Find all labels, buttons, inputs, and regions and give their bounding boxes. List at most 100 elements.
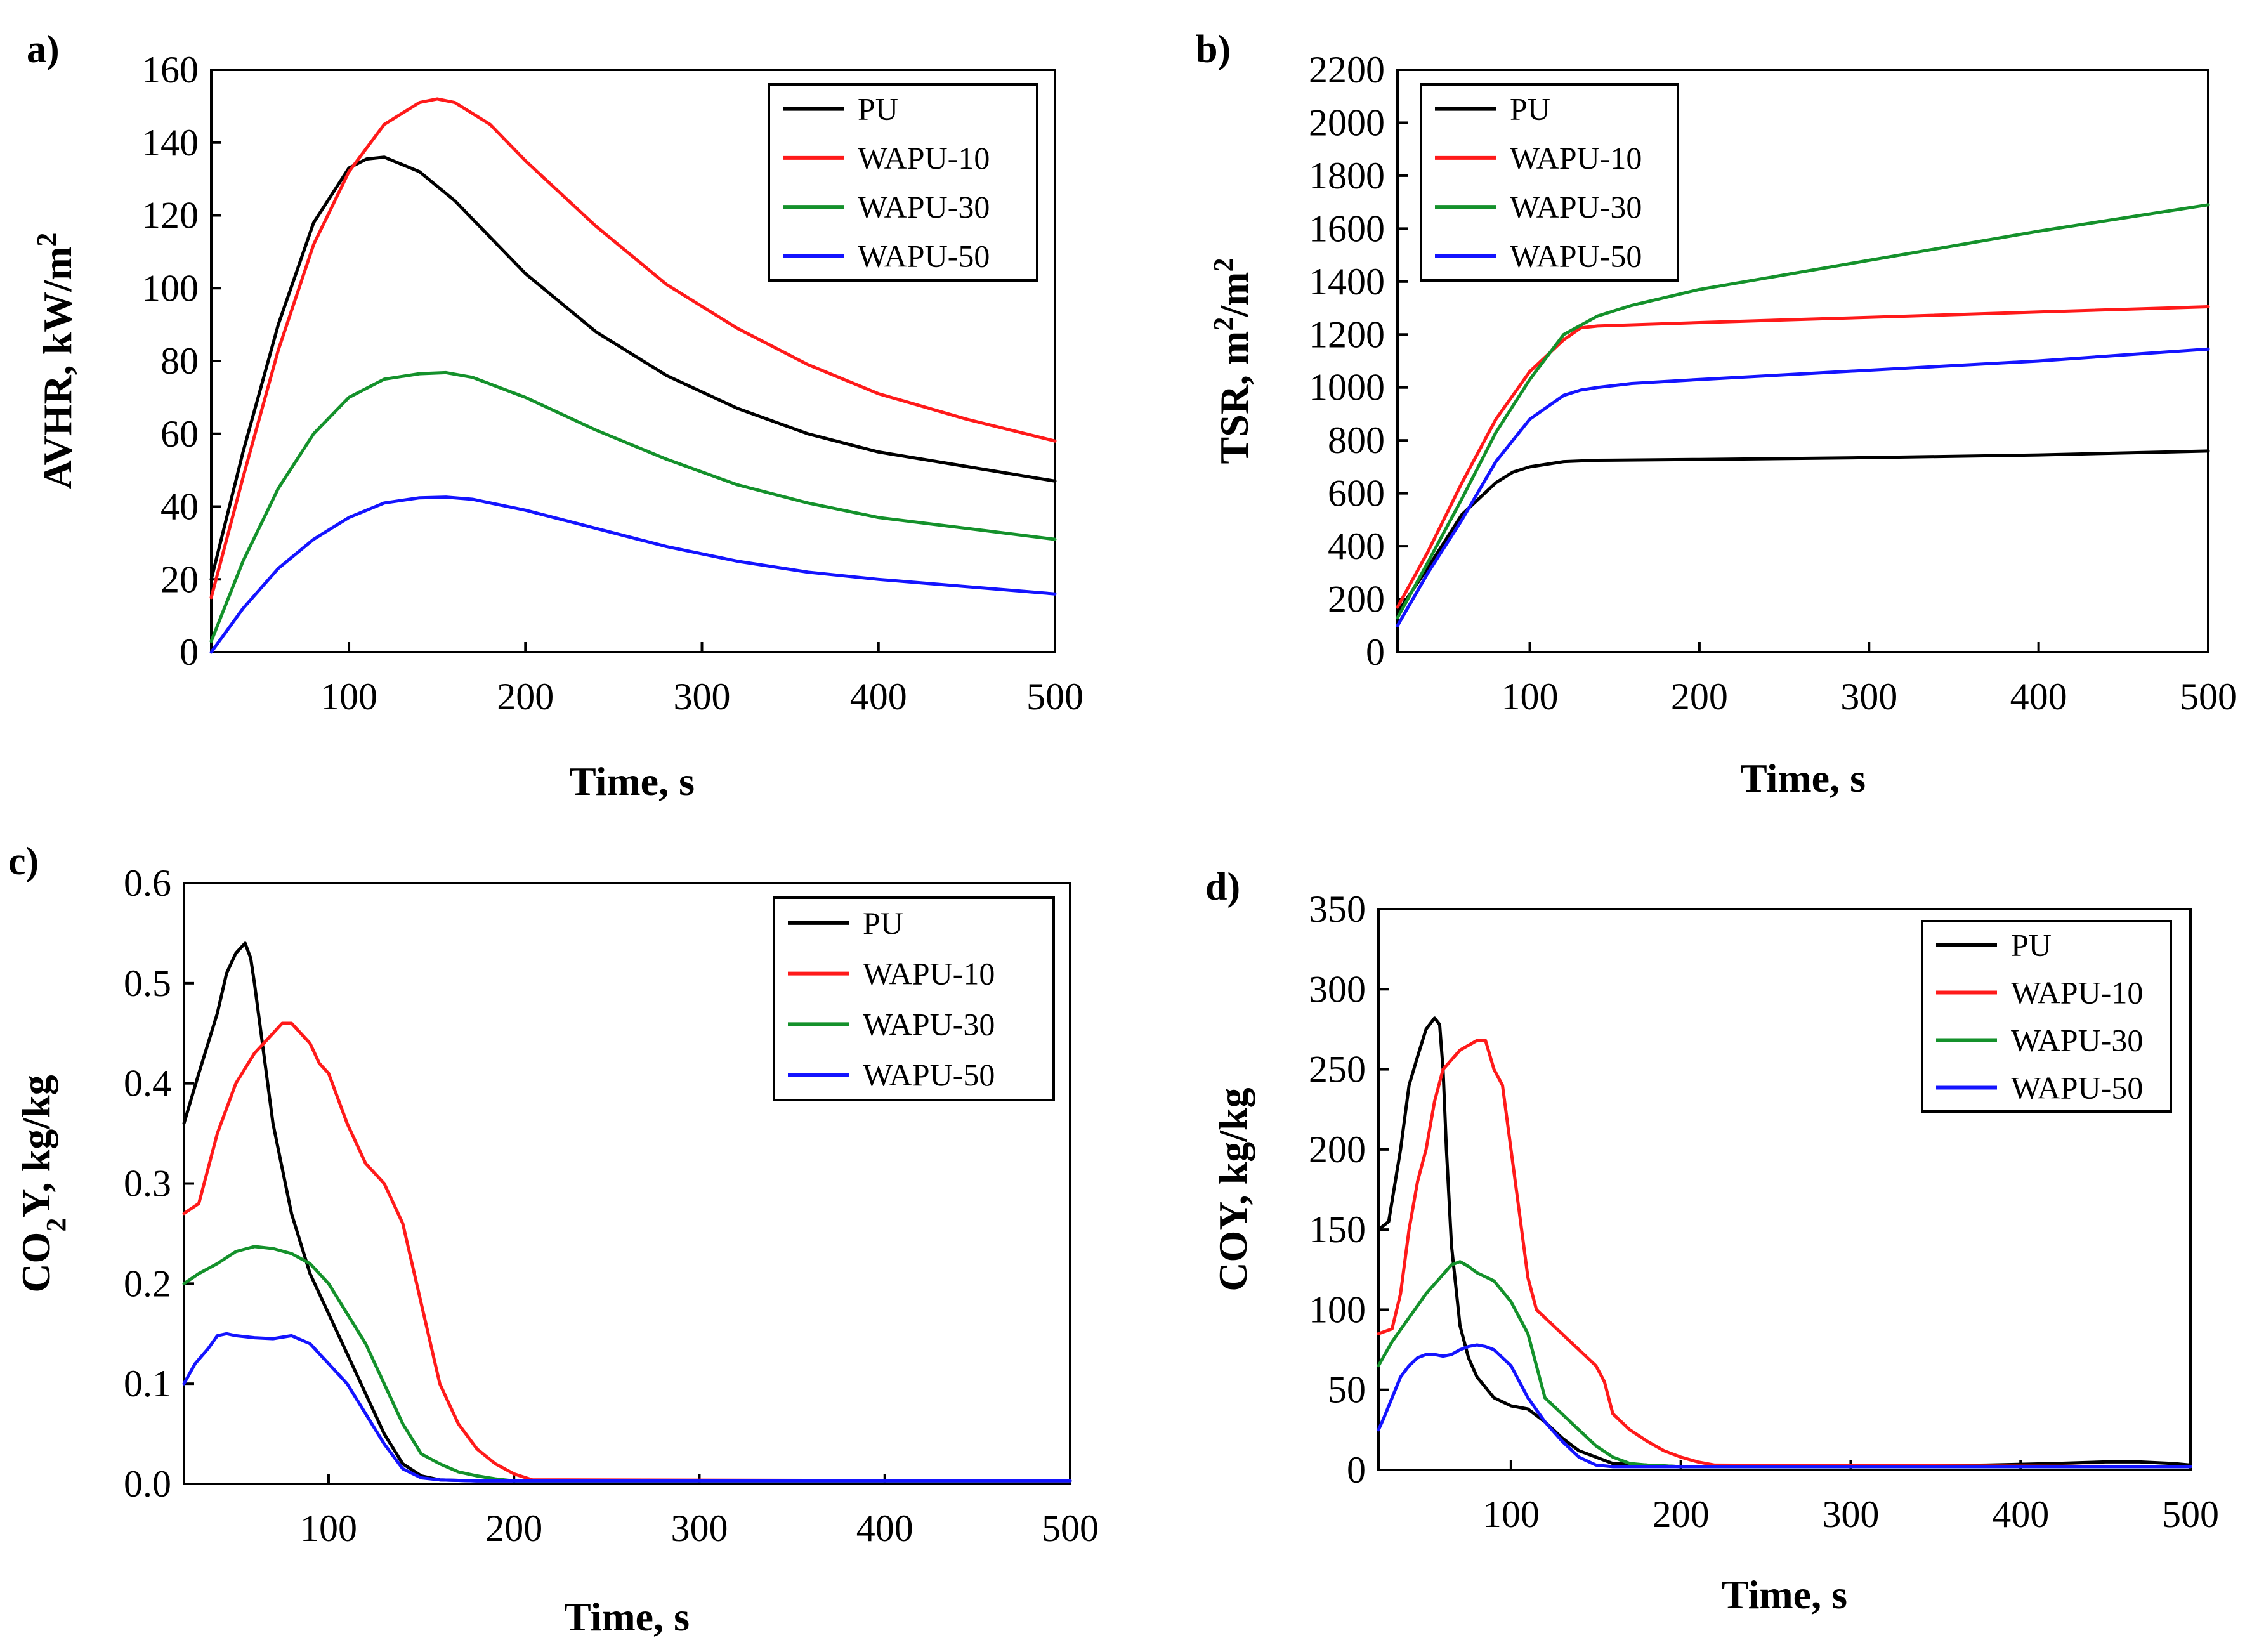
y-tick-label: 1000 <box>1309 367 1385 409</box>
y-tick-label: 800 <box>1328 419 1385 461</box>
y-tick-label: 40 <box>160 486 199 528</box>
y-tick-label: 300 <box>1309 968 1366 1010</box>
series-line-wapu-10 <box>1377 1039 2192 1469</box>
y-tick-label: 350 <box>1309 888 1366 930</box>
y-axis-title: AVHR, kW/m2 <box>31 233 81 490</box>
x-tick-label: 400 <box>856 1507 913 1549</box>
x-tick-label: 300 <box>674 676 731 718</box>
legend-label-pu: PU <box>863 905 903 941</box>
series-line-wapu-50 <box>209 495 1057 654</box>
series-line-wapu-50 <box>182 1332 1072 1483</box>
x-tick-label: 100 <box>300 1507 357 1549</box>
legend-label-wapu-30: WAPU-30 <box>863 1006 995 1042</box>
series-line-wapu-10 <box>209 97 1057 600</box>
x-axis-title: Time, s <box>1722 1572 1847 1617</box>
y-tick-label: 200 <box>1328 579 1385 620</box>
y-tick-label: 100 <box>1309 1288 1366 1330</box>
x-axis-title: Time, s <box>1740 756 1866 801</box>
legend-label-wapu-30: WAPU-30 <box>858 189 990 225</box>
legend-box <box>773 896 1055 1101</box>
y-axis-title-part: CO <box>13 1232 58 1293</box>
legend: PU WAPU-10 WAPU-30 WAPU-50 <box>1420 83 1679 282</box>
legend-label-pu: PU <box>858 91 898 127</box>
x-tick-label: 500 <box>1042 1507 1099 1549</box>
y-tick-label: 0.0 <box>124 1463 171 1505</box>
x-tick-label: 500 <box>2162 1493 2219 1535</box>
x-tick-label: 500 <box>1026 676 1083 718</box>
legend-box <box>768 83 1038 282</box>
y-axis-title-subscript: 2 <box>41 1218 72 1232</box>
legend-box <box>1921 920 2172 1113</box>
legend: PU WAPU-10 WAPU-30 WAPU-50 <box>768 83 1038 282</box>
plot-frame <box>1377 908 2192 1471</box>
legend-box <box>1420 83 1679 282</box>
x-tick-label: 100 <box>320 676 377 718</box>
x-tick-label: 400 <box>1992 1493 2049 1535</box>
legend-label-wapu-30: WAPU-30 <box>1510 189 1642 225</box>
panel-label: d) <box>1205 865 1240 908</box>
y-tick-label: 0.5 <box>124 962 171 1004</box>
y-axis-title: COY, kg/kg <box>1210 1087 1255 1291</box>
series-line-wapu-10 <box>182 1021 1072 1483</box>
panel-label: a) <box>27 28 60 71</box>
y-tick-label: 0.1 <box>124 1363 171 1405</box>
plot-frame <box>1396 69 2209 653</box>
x-tick-label: 200 <box>485 1507 542 1549</box>
series-line-wapu-30 <box>182 1245 1072 1483</box>
x-tick-label: 200 <box>1671 676 1728 718</box>
y-tick-label: 20 <box>160 558 199 600</box>
series-line-wapu-30 <box>209 370 1057 643</box>
y-tick-label: 60 <box>160 413 199 455</box>
series-line-pu <box>209 155 1057 581</box>
y-tick-label: 1400 <box>1309 261 1385 303</box>
legend-label-wapu-10: WAPU-10 <box>858 140 990 176</box>
y-axis-title-part: TSR, m <box>1212 331 1257 464</box>
y-axis-title-superscript: 2 <box>1208 258 1239 272</box>
y-tick-label: 1800 <box>1309 155 1385 197</box>
x-axis-title: Time, s <box>564 1594 690 1639</box>
y-tick-label: 2200 <box>1309 49 1385 91</box>
y-axis-title-part: /m <box>1212 272 1257 318</box>
y-axis-title-part: AVHR, kW/m <box>35 247 80 490</box>
legend-label-wapu-50: WAPU-50 <box>1510 238 1642 273</box>
y-tick-label: 0 <box>1366 631 1385 673</box>
series-line-wapu-10 <box>1396 305 2210 609</box>
y-axis-title: CO2Y, kg/kg <box>13 1075 72 1292</box>
panel-label: b) <box>1196 28 1231 71</box>
legend-label-wapu-50: WAPU-50 <box>2011 1070 2143 1106</box>
y-tick-label: 120 <box>141 195 199 237</box>
y-axis-title: TSR, m2/m2 <box>1208 258 1257 464</box>
series-line-wapu-50 <box>1396 347 2210 627</box>
x-axis-title: Time, s <box>569 759 695 804</box>
y-tick-label: 80 <box>160 340 199 382</box>
legend-label-pu: PU <box>1510 91 1550 127</box>
series-line-pu <box>1396 449 2210 614</box>
y-tick-label: 600 <box>1328 473 1385 515</box>
y-axis-title-part: COY, kg/kg <box>1210 1087 1255 1291</box>
y-tick-label: 0.4 <box>124 1063 171 1105</box>
legend: PU WAPU-10 WAPU-30 WAPU-50 <box>1921 920 2172 1113</box>
x-tick-label: 100 <box>1502 676 1559 718</box>
x-tick-label: 500 <box>2180 676 2237 718</box>
y-tick-label: 0.2 <box>124 1262 171 1304</box>
legend-label-wapu-50: WAPU-50 <box>858 238 990 273</box>
y-tick-label: 150 <box>1309 1209 1366 1250</box>
chart-panel-b: b) 0 200 400 600 800 1000 1200 1400 1600 1800 2000 2… <box>1196 28 2237 801</box>
y-tick-label: 160 <box>141 49 199 91</box>
y-tick-label: 0 <box>1347 1449 1366 1491</box>
series-line-wapu-50 <box>1377 1343 2192 1469</box>
y-axis-title-part: Y, kg/kg <box>13 1075 58 1217</box>
y-tick-label: 1200 <box>1309 313 1385 355</box>
y-tick-label: 140 <box>141 122 199 164</box>
x-tick-label: 400 <box>850 676 907 718</box>
legend-label-pu: PU <box>2011 928 2052 963</box>
legend-label-wapu-10: WAPU-10 <box>863 956 995 992</box>
y-tick-label: 0.6 <box>124 862 171 904</box>
y-tick-label: 250 <box>1309 1049 1366 1091</box>
chart-panel-a: a) 0 20 40 60 80 100 120 140 160 100 200 300 400 500 Ti… <box>27 28 1083 804</box>
y-tick-label: 1600 <box>1309 207 1385 249</box>
legend-label-wapu-30: WAPU-30 <box>2011 1023 2143 1058</box>
x-tick-label: 200 <box>497 676 554 718</box>
y-tick-label: 2000 <box>1309 102 1385 143</box>
